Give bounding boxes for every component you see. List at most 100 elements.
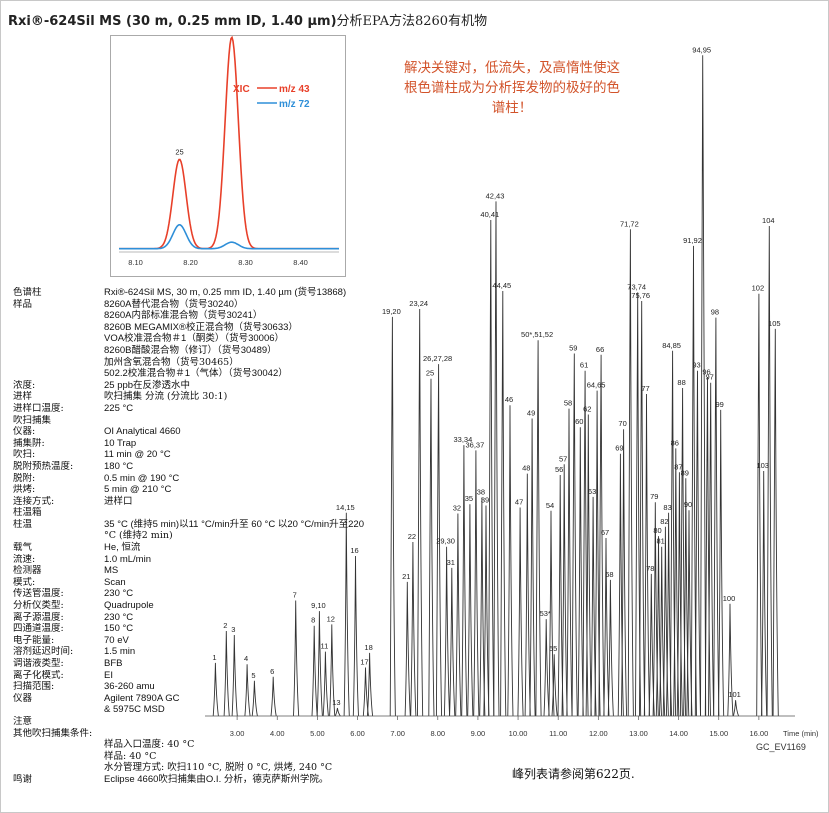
param-value: 吹扫捕集 分流 (分流比 30:1)	[104, 391, 228, 403]
peak-31	[449, 567, 456, 717]
xic-tick-label: 8.20	[183, 258, 198, 267]
param-row: 仪器: OI Analytical 4660	[13, 426, 413, 438]
param-label: 离子化模式:	[13, 669, 64, 681]
x-tick-label: 4.00	[270, 729, 285, 738]
peak-23-24	[417, 308, 424, 717]
page-title: Rxi®-624Sil MS (30 m, 0.25 mm ID, 1.40 µ…	[8, 10, 487, 29]
param-label: 柱温	[13, 518, 33, 530]
param-row: 模式: Scan	[13, 577, 413, 589]
xic-tick-label: 8.40	[293, 258, 308, 267]
param-label: 连接方式:	[13, 495, 55, 507]
param-row: 扫描范围: 36-260 amu	[13, 681, 413, 693]
peak-label: 70	[618, 419, 626, 428]
param-value: 230 °C	[104, 588, 134, 600]
x-tick-label: 15.00	[709, 729, 728, 738]
peak-label: 39	[481, 496, 489, 505]
peak-94-95	[700, 55, 707, 717]
param-value	[104, 507, 413, 519]
peak-63	[590, 496, 597, 717]
peak-50-51-52	[535, 340, 542, 717]
peak-label: 42,43	[486, 191, 505, 200]
peak-105	[772, 328, 779, 717]
peak-label: 33,34	[454, 435, 473, 444]
peak-21	[404, 581, 411, 717]
peak-label: 2	[223, 621, 227, 630]
peak-11	[322, 651, 329, 717]
peak-label: 6	[270, 667, 274, 676]
param-row: 注意	[13, 716, 413, 728]
peak-71-72	[627, 229, 634, 717]
peak-label: 4	[244, 654, 248, 663]
param-row: 8260A内部标准混合物（货号30241）	[13, 310, 413, 322]
param-value: Scan	[104, 576, 126, 588]
param-value: 0.5 min @ 190 °C	[104, 472, 180, 484]
peak-label: 31	[447, 558, 455, 567]
param-label: 四通道温度:	[13, 623, 64, 635]
param-label: 载气	[13, 542, 33, 554]
param-label	[13, 322, 104, 334]
param-label: 离子源温度:	[13, 611, 64, 623]
param-label: 进样	[13, 391, 33, 403]
x-axis-ticks: 3.00 4.00 5.00 6.00 7.00 8.00 9.00 10.00 11.00 12…	[230, 716, 819, 738]
peak-14-15	[343, 512, 350, 717]
peak-label: 75,76	[631, 291, 650, 300]
param-label: 脱附预热温度:	[13, 460, 74, 472]
peak-label: 25	[426, 369, 434, 378]
peak-101	[732, 700, 740, 717]
param-value: 502.2校准混合物＃1（气体）（货号30042）	[104, 368, 288, 380]
slogan-line: 根色谱柱成为分析挥发物的极好的色	[404, 80, 620, 96]
param-label: 其他吹扫捕集条件:	[13, 727, 93, 739]
peak-88	[679, 387, 687, 717]
param-row: 烘烤: 5 min @ 210 °C	[13, 484, 413, 496]
peak-label: 14,15	[336, 503, 355, 512]
param-label	[13, 333, 104, 345]
peak-label: 68	[605, 570, 613, 579]
param-label: 样品	[13, 298, 33, 310]
param-label	[13, 739, 104, 751]
title-english: Rxi®-624Sil MS (30 m, 0.25 mm ID, 1.40 µ…	[8, 14, 337, 29]
param-label: 浓度:	[13, 379, 36, 391]
param-row: 四通道温度: 150 °C	[13, 623, 413, 635]
peak-19-20	[389, 316, 396, 717]
param-value: BFB	[104, 658, 123, 669]
param-label: 烘烤:	[13, 484, 36, 496]
peak-label: 62	[583, 405, 591, 414]
param-label	[13, 357, 104, 369]
param-value: Quadrupole	[104, 600, 154, 612]
peak-93	[694, 370, 701, 717]
peak-66	[598, 354, 605, 717]
param-value: 150 °C	[104, 623, 134, 635]
peak-97	[708, 382, 715, 717]
param-value: 1.5 min	[104, 646, 136, 658]
param-row: 电子能量: 70 eV	[13, 635, 413, 647]
peak-list-reference: 峰列表请参阅第622页.	[512, 767, 635, 781]
xic-legend-title: XIC	[233, 84, 250, 95]
peak-label: 60	[575, 417, 583, 426]
peak-2	[223, 630, 230, 717]
param-row: 水分管理方式: 吹扫110 °C, 脱附 0 °C, 烘烤, 240 °C	[13, 762, 413, 774]
slogan-line: 解决关键对，低流失，及高惰性使这	[404, 60, 620, 76]
peak-98	[713, 317, 720, 717]
peak-label: 99	[716, 400, 724, 409]
peak-77	[643, 393, 650, 717]
param-row: 浓度: 25 ppb在反渗透水中	[13, 380, 413, 392]
peak-53-	[543, 619, 550, 717]
param-value: & 5975C MSD	[104, 704, 165, 716]
param-value	[104, 728, 413, 740]
peak-59	[571, 353, 578, 717]
peak-label: 90	[684, 500, 692, 509]
peak-33-34	[461, 445, 468, 717]
param-label: 电子能量:	[13, 634, 55, 646]
param-label: 分析仪类型:	[13, 600, 64, 612]
peak-label: 77	[641, 384, 649, 393]
peak-90	[686, 510, 693, 717]
xic-inset-panel: 2529 8.108.208.308.40 XIC m/z 43 m/z 72	[110, 25, 346, 277]
peak-62	[585, 414, 592, 717]
param-value: 11 min @ 20 °C	[104, 449, 171, 461]
peak-label: 23,24	[409, 299, 428, 308]
peak-99	[718, 409, 725, 717]
peak-1	[212, 662, 219, 717]
param-row: 其他吹扫捕集条件:	[13, 728, 413, 740]
param-row: 溶剂延迟时间: 1.5 min	[13, 646, 413, 658]
peak-17	[362, 667, 369, 717]
